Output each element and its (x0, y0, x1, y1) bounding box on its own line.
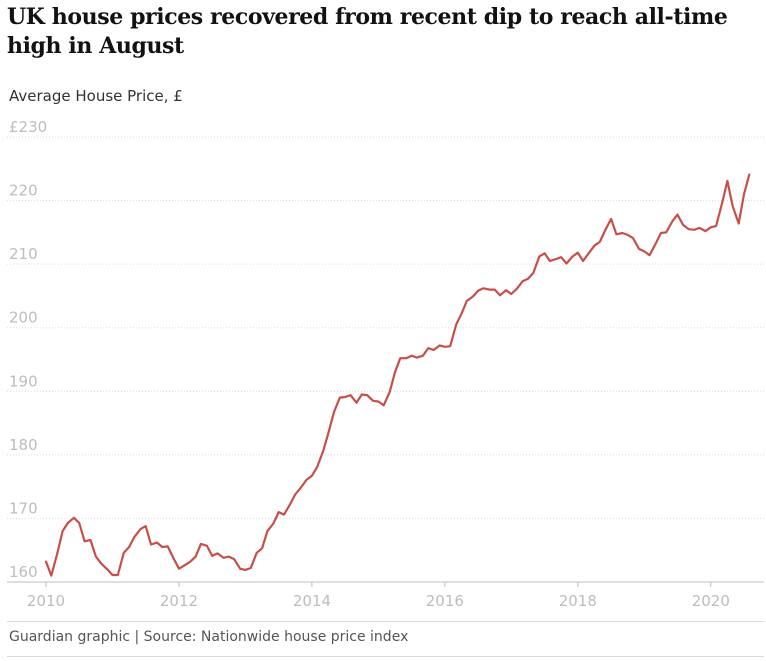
x-tick-label: 2020 (692, 592, 730, 610)
y-axis-label: Average House Price, £ (9, 87, 183, 105)
y-tick-label: 190 (9, 372, 38, 390)
source-note: Guardian graphic | Source: Nationwide ho… (9, 629, 409, 645)
x-tick-label: 2014 (293, 592, 331, 610)
series-line (44, 173, 751, 577)
y-tick-label: 160 (9, 563, 38, 581)
y-tick-label: 210 (9, 245, 38, 263)
x-tick-label: 2018 (559, 592, 597, 610)
x-tick-label: 2010 (27, 592, 65, 610)
y-tick-label: 220 (9, 182, 38, 200)
bottom-divider (7, 656, 764, 657)
x-tick-label: 2016 (426, 592, 464, 610)
footer-divider (7, 621, 764, 622)
x-tick-label: 2012 (160, 592, 198, 610)
y-tick-label: 170 (9, 499, 38, 517)
line-chart: £230 220 210 200 190 180 170 160 2010 2012 2014 20… (7, 118, 764, 610)
chart-title: UK house prices recovered from recent di… (7, 4, 728, 59)
y-tick-label: 180 (9, 436, 38, 454)
y-tick-label: £230 (9, 118, 47, 136)
y-tick-label: 200 (9, 309, 38, 327)
